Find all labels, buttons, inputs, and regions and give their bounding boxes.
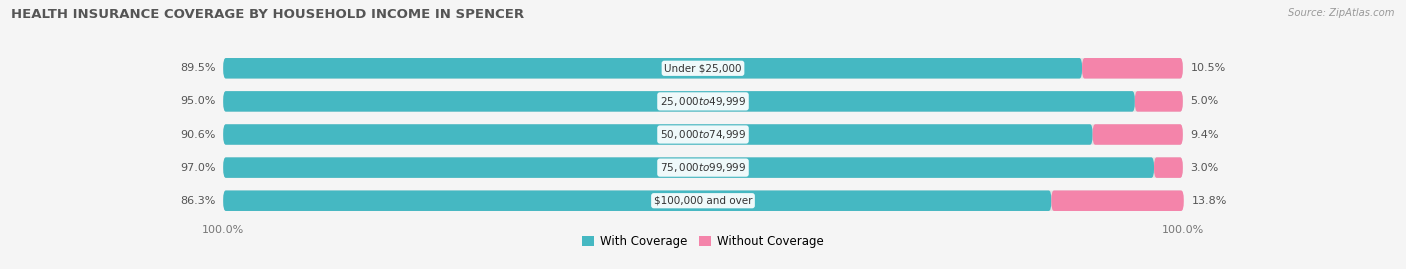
- FancyBboxPatch shape: [224, 124, 1092, 145]
- FancyBboxPatch shape: [224, 157, 1182, 178]
- FancyBboxPatch shape: [224, 157, 1154, 178]
- Text: 97.0%: 97.0%: [180, 162, 215, 173]
- Text: 10.5%: 10.5%: [1191, 63, 1226, 73]
- FancyBboxPatch shape: [1135, 91, 1182, 112]
- Text: Under $25,000: Under $25,000: [664, 63, 742, 73]
- Text: 3.0%: 3.0%: [1191, 162, 1219, 173]
- Text: 86.3%: 86.3%: [180, 196, 215, 206]
- FancyBboxPatch shape: [224, 58, 1083, 79]
- Text: 89.5%: 89.5%: [180, 63, 215, 73]
- FancyBboxPatch shape: [1154, 157, 1182, 178]
- Text: HEALTH INSURANCE COVERAGE BY HOUSEHOLD INCOME IN SPENCER: HEALTH INSURANCE COVERAGE BY HOUSEHOLD I…: [11, 8, 524, 21]
- Legend: With Coverage, Without Coverage: With Coverage, Without Coverage: [578, 230, 828, 253]
- Text: Source: ZipAtlas.com: Source: ZipAtlas.com: [1288, 8, 1395, 18]
- Text: 95.0%: 95.0%: [180, 96, 215, 107]
- FancyBboxPatch shape: [224, 190, 1052, 211]
- Text: $25,000 to $49,999: $25,000 to $49,999: [659, 95, 747, 108]
- FancyBboxPatch shape: [224, 91, 1135, 112]
- Text: 5.0%: 5.0%: [1191, 96, 1219, 107]
- Text: $75,000 to $99,999: $75,000 to $99,999: [659, 161, 747, 174]
- Text: 9.4%: 9.4%: [1191, 129, 1219, 140]
- FancyBboxPatch shape: [224, 91, 1182, 112]
- Text: 13.8%: 13.8%: [1191, 196, 1227, 206]
- FancyBboxPatch shape: [224, 58, 1182, 79]
- FancyBboxPatch shape: [1052, 190, 1184, 211]
- FancyBboxPatch shape: [224, 190, 1182, 211]
- Text: $100,000 and over: $100,000 and over: [654, 196, 752, 206]
- FancyBboxPatch shape: [224, 124, 1182, 145]
- Text: $50,000 to $74,999: $50,000 to $74,999: [659, 128, 747, 141]
- FancyBboxPatch shape: [1083, 58, 1182, 79]
- Text: 90.6%: 90.6%: [180, 129, 215, 140]
- FancyBboxPatch shape: [1092, 124, 1182, 145]
